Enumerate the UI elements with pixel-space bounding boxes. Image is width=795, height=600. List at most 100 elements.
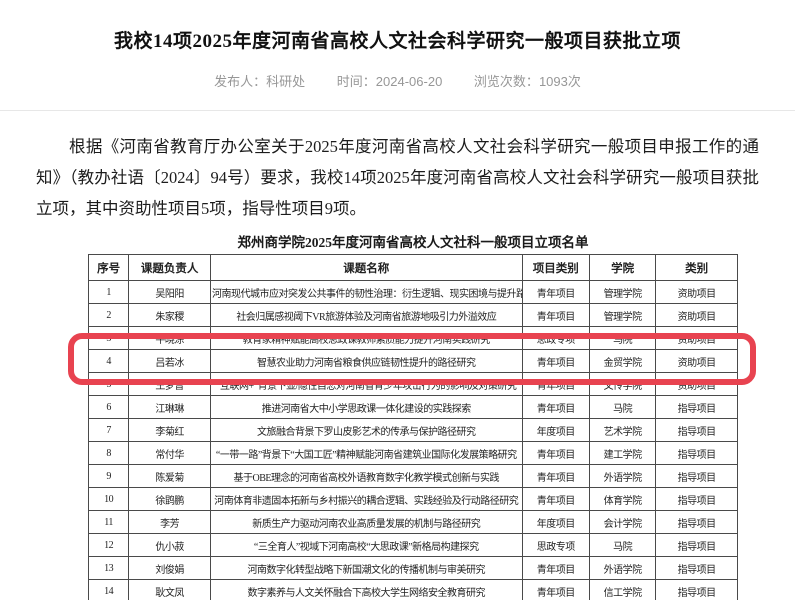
table-cell-leader: 李芳 bbox=[128, 510, 211, 534]
table-cell-title: 新质生产力驱动河南农业高质量发展的机制与路径研究 bbox=[210, 510, 523, 534]
table-cell-seq: 8 bbox=[87, 441, 130, 465]
table-header-cell: 类别 bbox=[655, 254, 738, 281]
table-cell-college: 管理学院 bbox=[589, 280, 657, 304]
table-cell-category: 青年项目 bbox=[521, 464, 591, 488]
meta-publisher-value: 科研处 bbox=[266, 74, 306, 89]
table-row: 4 吕若冰 智慧农业助力河南省粮食供应链韧性提升的路径研究 青年项目 金贸学院 资助项目 bbox=[87, 349, 738, 373]
table-header-cell: 课题名称 bbox=[210, 254, 523, 281]
table-row: 13 刘俊娟 河南数字化转型战略下新国潮文化的传播机制与审美研究 青年项目 外语学院 指导… bbox=[87, 556, 738, 580]
table-cell-type: 指导项目 bbox=[655, 487, 738, 511]
table-cell-leader: 常付华 bbox=[128, 441, 211, 465]
table-cell-title: “一带一路”背景下“大国工匠”精神赋能河南省建筑业国际化发展策略研究 bbox=[210, 441, 523, 465]
table-cell-leader: 朱家稷 bbox=[128, 303, 211, 327]
table-cell-type: 指导项目 bbox=[655, 441, 738, 465]
table-cell-type: 资助项目 bbox=[655, 303, 738, 327]
divider-line bbox=[0, 110, 795, 111]
article-meta: 发布人：科研处 时间：2024-06-20 浏览次数：1093次 bbox=[0, 71, 795, 90]
projects-table-body: 1 吴阳阳 河南现代城市应对突发公共事件的韧性治理：衍生逻辑、现实困境与提升路径 青年… bbox=[87, 280, 738, 600]
table-cell-type: 指导项目 bbox=[655, 556, 738, 580]
table-row: 6 江琳琳 推进河南省大中小学思政课一体化建设的实践探索 青年项目 马院 指导项目 bbox=[87, 395, 738, 419]
table-cell-category: 思政专项 bbox=[521, 326, 591, 350]
table-cell-seq: 10 bbox=[87, 487, 130, 511]
table-cell-seq: 7 bbox=[87, 418, 130, 442]
table-cell-category: 青年项目 bbox=[521, 556, 591, 580]
projects-table-image: 郑州商学院2025年度河南省高校人文社科一般项目立项名单 序号 课题负责人 课题名称… bbox=[68, 232, 756, 600]
table-header-cell: 课题负责人 bbox=[128, 254, 211, 281]
table-cell-category: 思政专项 bbox=[521, 533, 591, 557]
table-cell-college: 管理学院 bbox=[589, 303, 657, 327]
table-cell-college: 马院 bbox=[589, 533, 657, 557]
table-cell-college: 马院 bbox=[589, 326, 657, 350]
table-title: 郑州商学院2025年度河南省高校人文社科一般项目立项名单 bbox=[237, 235, 589, 250]
table-cell-title: 河南现代城市应对突发公共事件的韧性治理：衍生逻辑、现实困境与提升路径 bbox=[210, 280, 523, 304]
page-title: 我校14项2025年度河南省高校人文社会科学研究一般项目获批立项 bbox=[113, 31, 681, 52]
table-cell-type: 指导项目 bbox=[655, 579, 738, 600]
table-cell-title: “互联网+”背景下显/隐性自恋对河南省青少年攻击行为的影响及对策研究 bbox=[210, 372, 523, 396]
article-paragraph: 根据《河南省教育厅办公室关于2025年度河南省高校人文社会科学研究一般项目申报工… bbox=[36, 137, 759, 218]
table-cell-leader: 吴阳阳 bbox=[128, 280, 211, 304]
table-row: 1 吴阳阳 河南现代城市应对突发公共事件的韧性治理：衍生逻辑、现实困境与提升路径 青年… bbox=[87, 280, 738, 304]
table-cell-title: 社会归属感视阈下VR旅游体验及河南省旅游地吸引力外溢效应 bbox=[210, 303, 523, 327]
table-cell-type: 指导项目 bbox=[655, 418, 738, 442]
projects-table: 序号 课题负责人 课题名称 项目类别 学院 类别 1 吴阳阳 河南现代城市应对突发公共事件的韧… bbox=[87, 254, 738, 600]
table-cell-leader: 王梦普 bbox=[128, 372, 211, 396]
table-cell-seq: 13 bbox=[87, 556, 130, 580]
table-cell-category: 青年项目 bbox=[521, 303, 591, 327]
table-cell-leader: 徐鹍鹏 bbox=[128, 487, 211, 511]
table-row: 5 王梦普 “互联网+”背景下显/隐性自恋对河南省青少年攻击行为的影响及对策研究 青年… bbox=[87, 372, 738, 396]
table-cell-college: 艺术学院 bbox=[589, 418, 657, 442]
table-row: 10 徐鹍鹏 河南体育非遗固本拓新与乡村振兴的耦合逻辑、实践经验及行动路径研究 青年项… bbox=[87, 487, 738, 511]
table-row: 7 李菊红 文旅融合背景下罗山皮影艺术的传承与保护路径研究 年度项目 艺术学院 指导项目 bbox=[87, 418, 738, 442]
table-cell-seq: 14 bbox=[87, 579, 130, 600]
table-cell-college: 信工学院 bbox=[589, 579, 657, 600]
table-cell-seq: 1 bbox=[87, 280, 130, 304]
table-cell-college: 马院 bbox=[589, 395, 657, 419]
table-cell-type: 资助项目 bbox=[655, 372, 738, 396]
table-cell-seq: 11 bbox=[87, 510, 130, 534]
table-cell-college: 建工学院 bbox=[589, 441, 657, 465]
meta-publisher: 发布人：科研处 bbox=[214, 74, 305, 89]
table-cell-title: 推进河南省大中小学思政课一体化建设的实践探索 bbox=[210, 395, 523, 419]
table-cell-category: 年度项目 bbox=[521, 418, 591, 442]
table-cell-category: 青年项目 bbox=[521, 487, 591, 511]
meta-time-label: 时间： bbox=[336, 74, 376, 89]
table-row: 14 耿文凤 数字素养与人文关怀融合下高校大学生网络安全教育研究 青年项目 信工学院 指导… bbox=[87, 579, 738, 600]
table-cell-leader: 耿文凤 bbox=[128, 579, 211, 600]
table-cell-type: 指导项目 bbox=[655, 533, 738, 557]
table-cell-category: 年度项目 bbox=[521, 510, 591, 534]
table-cell-leader: 江琳琳 bbox=[128, 395, 211, 419]
table-cell-seq: 5 bbox=[87, 372, 130, 396]
table-header-cell: 项目类别 bbox=[521, 254, 591, 281]
table-cell-type: 资助项目 bbox=[655, 326, 738, 350]
table-cell-type: 资助项目 bbox=[655, 349, 738, 373]
table-cell-title: 数字素养与人文关怀融合下高校大学生网络安全教育研究 bbox=[210, 579, 523, 600]
meta-views-label: 浏览次数： bbox=[473, 74, 539, 89]
table-row: 11 李芳 新质生产力驱动河南农业高质量发展的机制与路径研究 年度项目 会计学院 指导项目 bbox=[87, 510, 738, 534]
table-row: 12 仇小菽 “三全育人”视域下河南高校“大思政课”新格局构建探究 思政专项 马院 指导项… bbox=[87, 533, 738, 557]
table-header-cell: 学院 bbox=[589, 254, 657, 281]
table-cell-title: 文旅融合背景下罗山皮影艺术的传承与保护路径研究 bbox=[210, 418, 523, 442]
table-cell-title: 教育家精神赋能高校思政课教师素质能力提升河南实践研究 bbox=[210, 326, 523, 350]
table-cell-college: 文传学院 bbox=[589, 372, 657, 396]
table-cell-seq: 12 bbox=[87, 533, 130, 557]
table-cell-category: 青年项目 bbox=[521, 579, 591, 600]
table-cell-leader: 仇小菽 bbox=[128, 533, 211, 557]
table-cell-type: 资助项目 bbox=[655, 280, 738, 304]
table-cell-title: 基于OBE理念的河南省高校外语教育数字化教学模式创新与实践 bbox=[210, 464, 523, 488]
table-cell-leader: 李菊红 bbox=[128, 418, 211, 442]
table-header-cell: 序号 bbox=[87, 254, 130, 281]
table-cell-seq: 2 bbox=[87, 303, 130, 327]
table-cell-type: 指导项目 bbox=[655, 395, 738, 419]
table-row: 9 陈爱菊 基于OBE理念的河南省高校外语教育数字化教学模式创新与实践 青年项目 外语学… bbox=[87, 464, 738, 488]
table-cell-college: 金贸学院 bbox=[589, 349, 657, 373]
table-cell-category: 青年项目 bbox=[521, 395, 591, 419]
table-header-row: 序号 课题负责人 课题名称 项目类别 学院 类别 bbox=[87, 254, 738, 281]
table-cell-category: 青年项目 bbox=[521, 441, 591, 465]
table-cell-leader: 吕若冰 bbox=[128, 349, 211, 373]
table-row: 8 常付华 “一带一路”背景下“大国工匠”精神赋能河南省建筑业国际化发展策略研究 青年… bbox=[87, 441, 738, 465]
meta-publisher-label: 发布人： bbox=[214, 74, 267, 89]
table-cell-title: 智慧农业助力河南省粮食供应链韧性提升的路径研究 bbox=[210, 349, 523, 373]
table-cell-category: 青年项目 bbox=[521, 372, 591, 396]
table-cell-category: 青年项目 bbox=[521, 280, 591, 304]
table-row: 3 牛晓涂 教育家精神赋能高校思政课教师素质能力提升河南实践研究 思政专项 马院 资助项目 bbox=[87, 326, 738, 350]
